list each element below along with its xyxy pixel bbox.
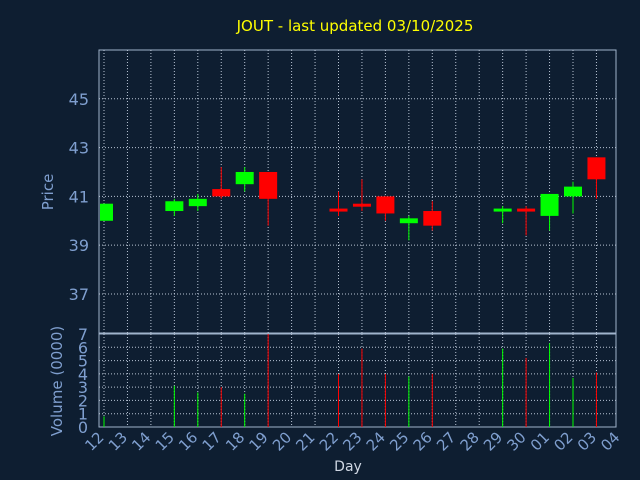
candle-body xyxy=(212,189,231,197)
price-plot-frame xyxy=(98,49,617,334)
candle-03 xyxy=(587,157,606,199)
chart-title: JOUT - last updated 03/10/2025 xyxy=(236,17,474,35)
candle-body xyxy=(564,186,582,197)
candle-body xyxy=(329,208,348,212)
volume-tick-label: 4 xyxy=(78,365,88,384)
volume-tick-label: 7 xyxy=(78,325,88,344)
price-tick-label: 41 xyxy=(69,187,89,206)
volume-tick-label: 1 xyxy=(78,405,88,424)
candle-26 xyxy=(423,201,442,231)
volume-tick-label: 3 xyxy=(78,378,88,397)
volume-tick-label: 6 xyxy=(78,338,88,357)
candle-19 xyxy=(259,171,278,226)
candle-25 xyxy=(399,215,418,241)
candle-body xyxy=(517,208,536,212)
candle-body xyxy=(352,203,371,207)
candle-01 xyxy=(540,193,559,231)
price-tick-label: 45 xyxy=(69,90,89,109)
price-y-ticks: 45 43 41 39 37 xyxy=(69,90,89,304)
candle-body xyxy=(587,157,606,180)
candle-18 xyxy=(235,167,254,192)
candle-17 xyxy=(212,167,231,199)
volume-tick-label: 2 xyxy=(78,391,88,410)
candle-body xyxy=(165,201,184,212)
candles xyxy=(100,157,606,241)
volume-tick-label: 0 xyxy=(78,418,88,437)
candle-22 xyxy=(329,191,348,216)
candle-body xyxy=(399,218,418,224)
candle-body xyxy=(188,198,207,207)
volume-plot-frame xyxy=(98,333,617,428)
volume-axis-label: Volume (0000) xyxy=(48,326,66,436)
price-axis-label: Price xyxy=(39,174,57,211)
candle-29 xyxy=(493,206,512,224)
candle-16 xyxy=(188,193,207,212)
candle-23 xyxy=(352,179,371,212)
candle-body xyxy=(423,211,442,226)
day-axis-label: Day xyxy=(334,459,362,475)
candle-body xyxy=(493,208,512,212)
volume-tick-label: 5 xyxy=(78,352,88,371)
price-tick-label: 39 xyxy=(69,236,89,255)
candle-02 xyxy=(564,181,582,214)
price-tick-label: 43 xyxy=(69,139,89,158)
candle-body xyxy=(100,203,113,221)
price-tick-label: 37 xyxy=(69,285,89,304)
candle-body xyxy=(540,193,559,216)
candle-12 xyxy=(100,203,113,221)
candle-15 xyxy=(165,198,184,216)
candle-30 xyxy=(517,206,536,236)
candle-24 xyxy=(376,196,395,221)
volume-bars xyxy=(103,334,597,427)
day-x-ticks: 1213141516171819202122232425262728293001… xyxy=(81,428,623,454)
candle-body xyxy=(376,196,395,214)
candle-body xyxy=(235,171,254,185)
candle-body xyxy=(259,171,278,199)
price-panel: 45 43 41 39 37 Price xyxy=(39,49,617,334)
